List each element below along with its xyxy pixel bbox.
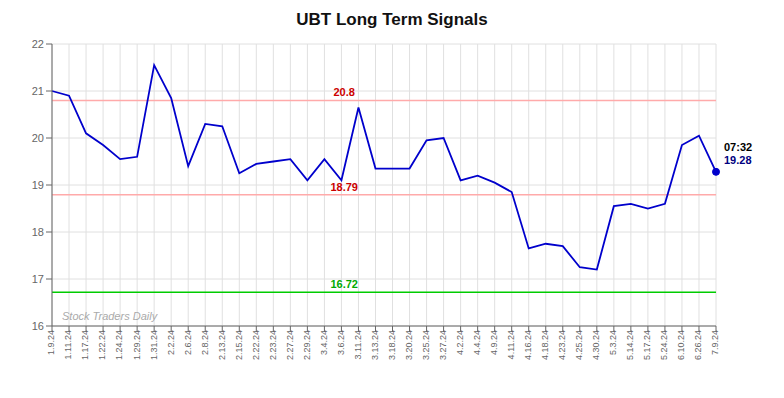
svg-text:19: 19 — [32, 179, 44, 191]
svg-text:1.11.24: 1.11.24 — [63, 330, 73, 359]
svg-text:2.15.24: 2.15.24 — [234, 330, 244, 360]
svg-text:4.11.24: 4.11.24 — [506, 330, 516, 359]
svg-text:1.17.24: 1.17.24 — [80, 330, 90, 360]
svg-text:2.6.24: 2.6.24 — [183, 330, 193, 355]
svg-text:1.31.24: 1.31.24 — [149, 330, 159, 360]
svg-text:1.22.24: 1.22.24 — [97, 330, 107, 360]
svg-text:3.25.24: 3.25.24 — [421, 330, 431, 360]
svg-text:5.24.24: 5.24.24 — [659, 330, 669, 360]
svg-text:3.6.24: 3.6.24 — [336, 330, 346, 355]
svg-text:2.2.24: 2.2.24 — [166, 330, 176, 355]
svg-text:18.79: 18.79 — [330, 181, 358, 193]
svg-text:1.29.24: 1.29.24 — [132, 330, 142, 360]
svg-text:3.4.24: 3.4.24 — [319, 330, 329, 355]
svg-text:5.3.24: 5.3.24 — [608, 330, 618, 355]
svg-text:07:32: 07:32 — [724, 141, 752, 153]
svg-text:4.18.24: 4.18.24 — [540, 330, 550, 360]
svg-text:6.26.24: 6.26.24 — [693, 330, 703, 360]
svg-text:2.29.24: 2.29.24 — [302, 330, 312, 360]
svg-text:22: 22 — [32, 38, 44, 50]
svg-text:4.30.24: 4.30.24 — [591, 330, 601, 360]
svg-text:3.20.24: 3.20.24 — [404, 330, 414, 360]
svg-text:7.9.24: 7.9.24 — [710, 330, 720, 355]
svg-text:3.11.24: 3.11.24 — [353, 330, 363, 359]
svg-text:2.13.24: 2.13.24 — [217, 330, 227, 360]
svg-text:2.22.24: 2.22.24 — [251, 330, 261, 360]
svg-text:16.72: 16.72 — [330, 278, 358, 290]
svg-text:2.27.24: 2.27.24 — [285, 330, 295, 360]
svg-text:1.24.24: 1.24.24 — [114, 330, 124, 360]
svg-text:4.23.24: 4.23.24 — [557, 330, 567, 360]
svg-text:16: 16 — [32, 320, 44, 332]
svg-text:4.16.24: 4.16.24 — [523, 330, 533, 360]
svg-text:21: 21 — [32, 85, 44, 97]
svg-text:4.2.24: 4.2.24 — [455, 330, 465, 355]
svg-text:1.9.24: 1.9.24 — [46, 330, 56, 355]
svg-text:5.14.24: 5.14.24 — [625, 330, 635, 360]
svg-text:2.8.24: 2.8.24 — [200, 330, 210, 355]
svg-text:4.9.24: 4.9.24 — [489, 330, 499, 355]
svg-text:6.10.24: 6.10.24 — [676, 330, 686, 360]
svg-text:19.28: 19.28 — [724, 154, 752, 166]
svg-text:18: 18 — [32, 226, 44, 238]
svg-text:2.23.24: 2.23.24 — [268, 330, 278, 360]
html-text:UBT Long Term Signals: UBT Long Term Signals — [296, 10, 488, 29]
svg-text:4.4.24: 4.4.24 — [472, 330, 482, 355]
svg-text:17: 17 — [32, 273, 44, 285]
svg-text:3.27.24: 3.27.24 — [438, 330, 448, 360]
svg-text:5.17.24: 5.17.24 — [642, 330, 652, 360]
svg-text:20: 20 — [32, 132, 44, 144]
svg-text:3.18.24: 3.18.24 — [387, 330, 397, 360]
svg-text:4.25.24: 4.25.24 — [574, 330, 584, 360]
svg-text:20.8: 20.8 — [333, 86, 354, 98]
svg-text:3.13.24: 3.13.24 — [370, 330, 380, 360]
html-text:Stock Traders Daily: Stock Traders Daily — [62, 310, 158, 322]
